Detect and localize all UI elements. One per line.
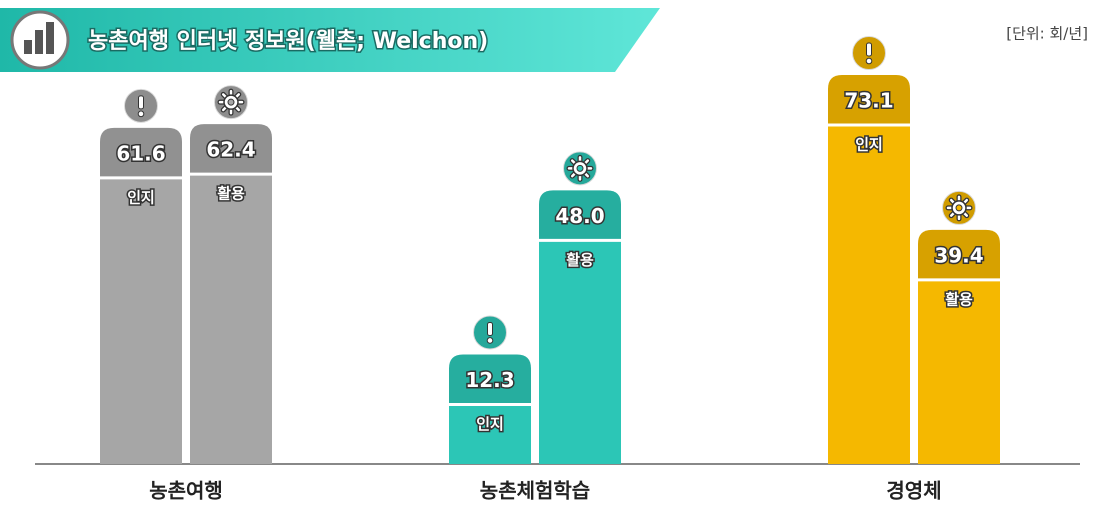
series-label: 인지 — [127, 188, 155, 206]
series-label: 인지 — [476, 415, 504, 433]
value-label: 12.3 — [465, 368, 514, 392]
unit-label: [단위: 회/년] — [1006, 25, 1088, 43]
icon-glyph — [228, 99, 234, 105]
bar — [828, 75, 910, 464]
icon-glyph — [866, 58, 872, 64]
chart-title: 농촌여행 인터넷 정보원(웰촌; Welchon) — [88, 29, 488, 54]
series-label: 활용 — [945, 290, 973, 308]
series-label: 인지 — [855, 136, 883, 154]
chart: 농촌여행 인터넷 정보원(웰촌; Welchon) [단위: 회/년] 농촌여행… — [0, 0, 1100, 528]
value-label: 48.0 — [555, 204, 604, 228]
value-label: 61.6 — [116, 141, 165, 165]
value-label: 73.1 — [844, 89, 893, 113]
series-label: 활용 — [217, 185, 245, 203]
icon-glyph — [488, 322, 493, 335]
series-label: 활용 — [566, 251, 594, 269]
x-tick-label: 경영체 — [886, 479, 941, 503]
x-tick-label: 농촌여행 — [149, 479, 223, 503]
value-label: 39.4 — [934, 243, 983, 267]
icon-glyph — [139, 96, 144, 109]
icon-glyph — [487, 338, 493, 344]
icon-glyph — [577, 165, 583, 171]
icon-glyph — [867, 43, 872, 56]
icon-glyph — [956, 205, 962, 211]
value-label: 62.4 — [206, 138, 255, 162]
icon-glyph — [138, 111, 144, 117]
x-tick-label: 농촌체험학습 — [480, 479, 590, 503]
